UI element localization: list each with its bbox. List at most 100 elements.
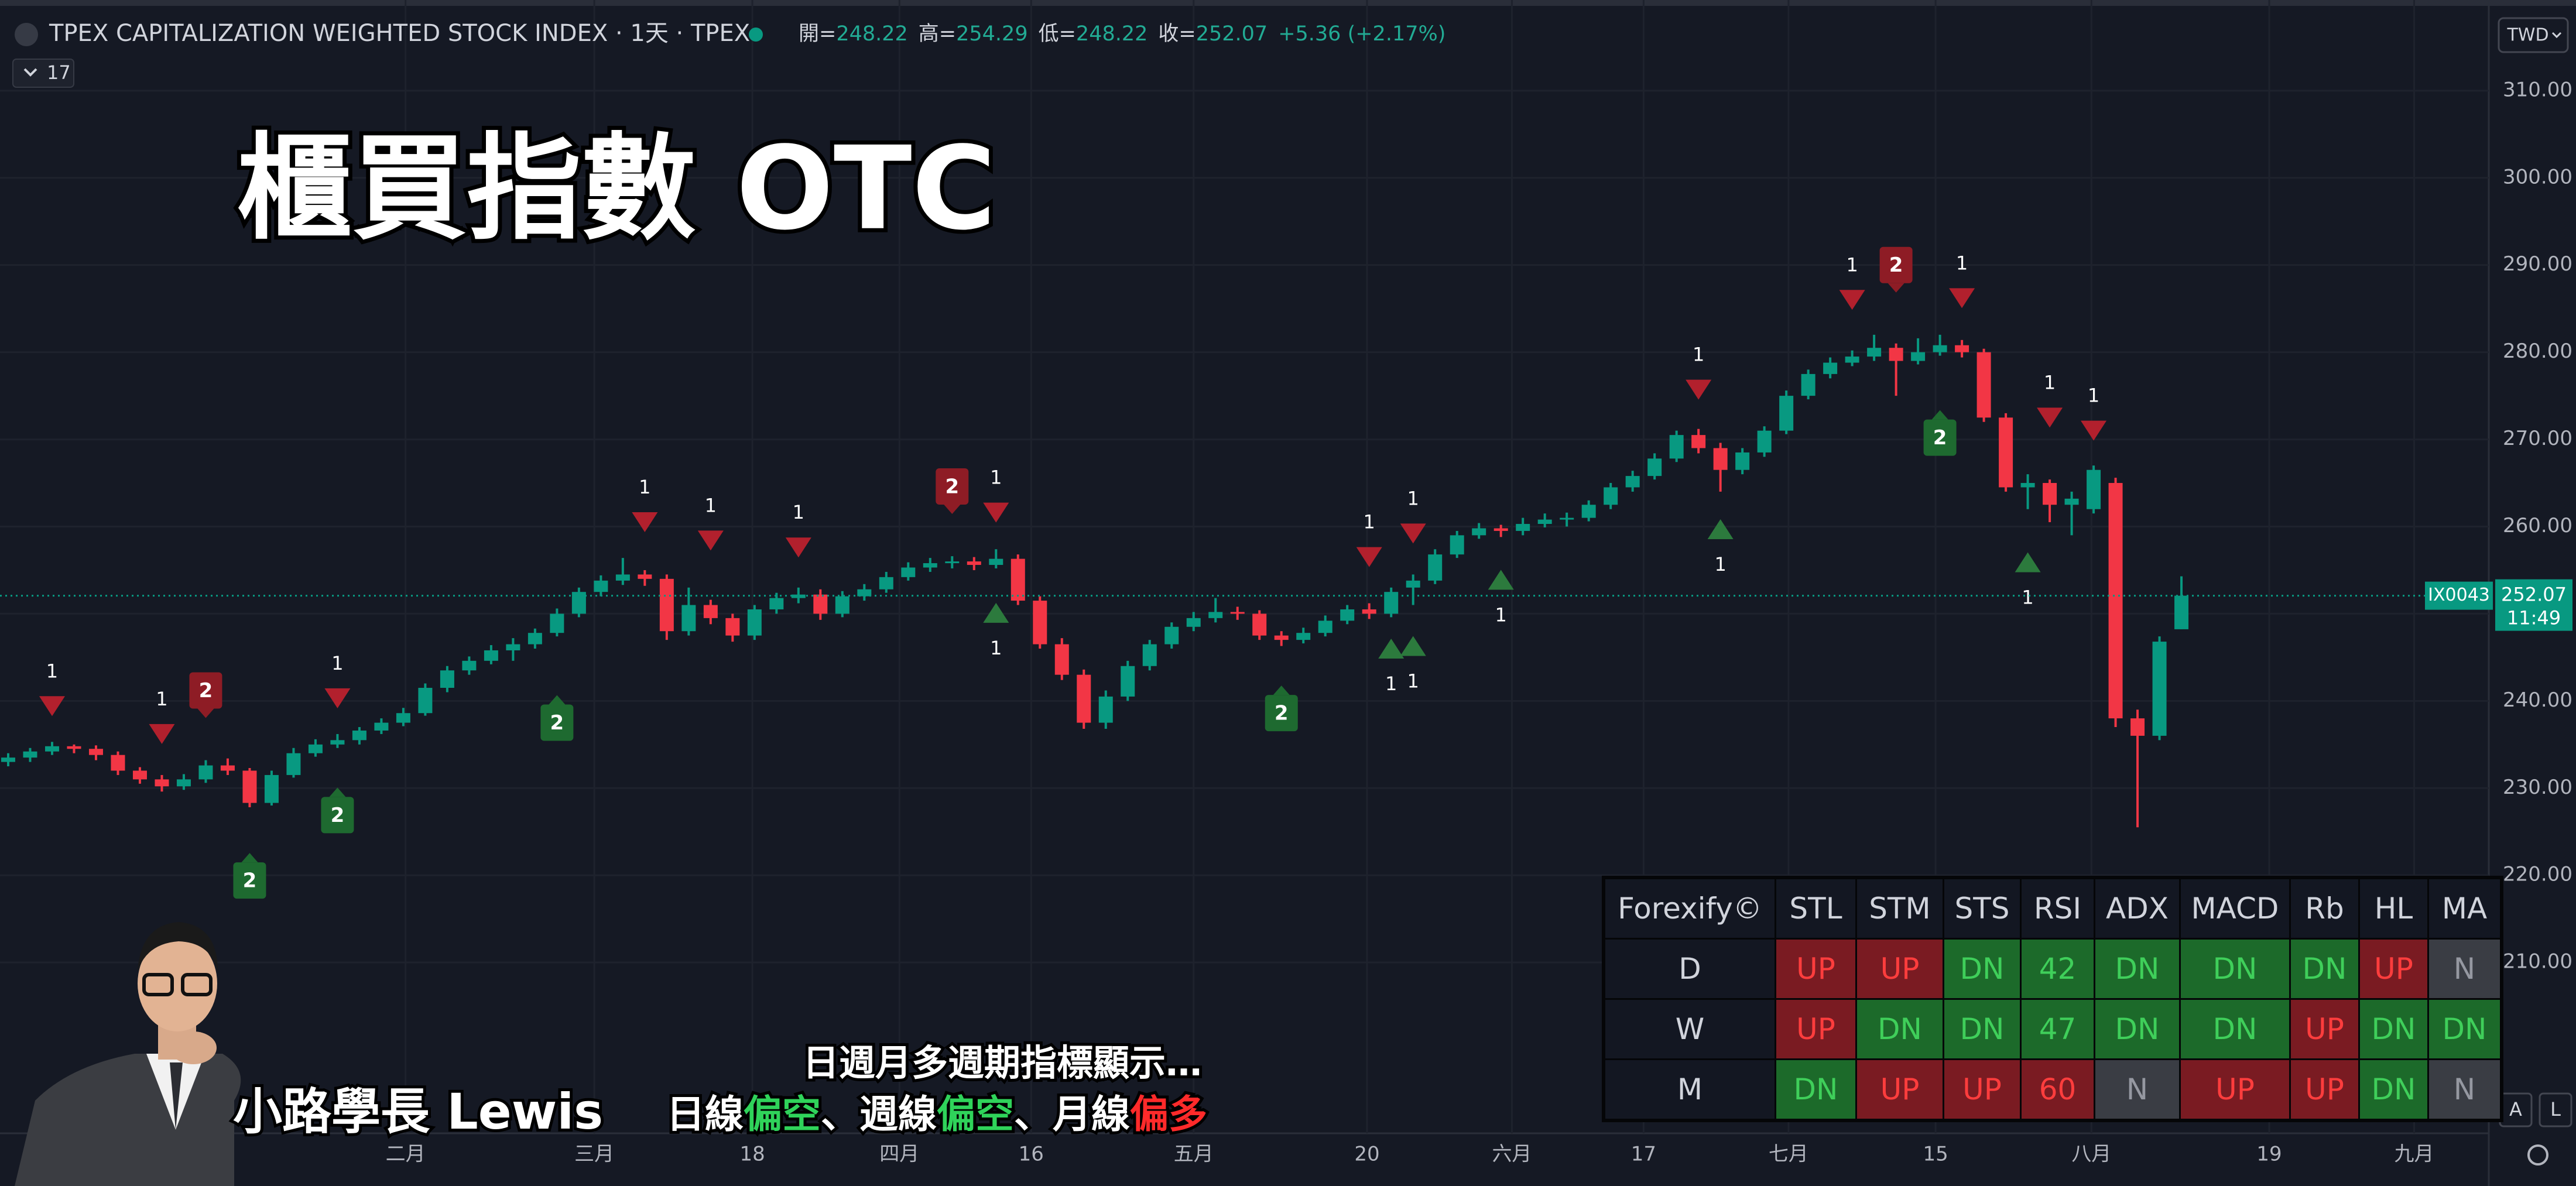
candle-body (1318, 621, 1332, 633)
signal-arrow (785, 537, 811, 558)
row-label: M (1602, 1058, 1776, 1122)
status-cell: UP (1855, 938, 1944, 1000)
candle-body (791, 594, 806, 598)
candle-body (2064, 498, 2079, 505)
status-cell: DN (2289, 938, 2360, 1000)
signal: 1 (983, 467, 1009, 523)
candle-body (1428, 554, 1443, 581)
signal: 2 (321, 787, 354, 834)
signal-box (1265, 695, 1298, 732)
signal-box (540, 704, 574, 741)
x-tick-label: 九月 (2395, 1143, 2434, 1166)
caption-line-1: 日週月多週期指標顯示… (803, 1041, 1202, 1084)
signal: 1 (1707, 519, 1734, 575)
status-cell: DN (2427, 998, 2503, 1060)
table-row: W UP DN DN 47 DN DN UP DN DN (1602, 998, 2503, 1060)
candle-body (1801, 373, 1815, 396)
candle-body (1164, 626, 1179, 645)
candle-body (1230, 612, 1245, 614)
candle-body (901, 567, 916, 577)
status-cell: UP (1775, 938, 1857, 1000)
scale-button-label: L (2550, 1098, 2561, 1120)
y-tick-label: 230.00 (2503, 776, 2572, 799)
signal-box (936, 468, 969, 505)
candle-body (1472, 528, 1486, 536)
candle-body (659, 578, 674, 632)
signal-pointer (549, 695, 566, 705)
signal: 1 (1488, 570, 1514, 626)
ohlc-value: 248.22 (1076, 22, 1147, 46)
currency-button[interactable] (2498, 17, 2569, 53)
candle-body (835, 596, 849, 614)
signal: 1 (2037, 371, 2063, 428)
status-cell: UP (2289, 998, 2360, 1060)
settings-icon[interactable] (2527, 1144, 2548, 1166)
candle-body (67, 746, 81, 749)
currency-chevron (2551, 32, 2562, 39)
candle-body (615, 574, 630, 581)
signal-arrow (1686, 379, 1712, 400)
signal-label: 1 (1407, 670, 1419, 693)
signal-arrow (1400, 636, 1426, 656)
candle-body (1516, 524, 1530, 531)
signal-label: 1 (793, 501, 804, 523)
candle-body (484, 650, 498, 661)
candle-body (1647, 458, 1662, 477)
signal-label: 1 (705, 494, 717, 516)
status-cell: UP (1775, 998, 1857, 1060)
status-cell: N (2427, 938, 2503, 1000)
x-tick-label: 六月 (1492, 1143, 1532, 1166)
status-cell: DN (1943, 998, 2022, 1060)
signal-label: 2 (243, 869, 257, 893)
x-tick-label: 八月 (2071, 1143, 2111, 1166)
column-header: STM (1855, 876, 1944, 940)
status-cell: N (2427, 1058, 2503, 1122)
candle-body (1296, 633, 1311, 640)
status-cell: UP (1855, 1058, 1944, 1122)
signal: 2 (1879, 246, 1913, 293)
signal: 1 (2015, 552, 2041, 609)
status-cell: UP (1943, 1058, 2022, 1122)
symbol-icon (15, 23, 38, 46)
signal-arrow (632, 512, 658, 533)
candle-body (1867, 348, 1882, 357)
indicator-toggle[interactable] (12, 59, 74, 88)
candle-body (1889, 348, 1903, 361)
signal: 2 (1923, 410, 1957, 456)
overlay-title: 櫃買指數 OTC (237, 122, 996, 256)
caption-segment: 偏空 (744, 1092, 821, 1137)
currency: TWD (2506, 25, 2548, 46)
candle-body (923, 563, 937, 568)
signal-label: 1 (2022, 587, 2033, 609)
candle-body (286, 753, 301, 775)
presenter-photo (15, 922, 241, 1186)
candle-body (1779, 396, 1794, 431)
signal: 1 (324, 652, 351, 708)
x-tick-label: 七月 (1769, 1143, 1808, 1166)
status-cell: 60 (2020, 1058, 2095, 1122)
signal: 2 (936, 468, 969, 514)
signal-arrow (1949, 288, 1975, 309)
candle-body (44, 746, 59, 752)
y-tick-label: 290.00 (2503, 252, 2572, 276)
caption-segment: 、週線 (821, 1092, 937, 1137)
candle-body (1691, 435, 1706, 448)
candle-body (1340, 609, 1355, 621)
signal-label: 1 (1693, 344, 1704, 366)
signal-box (233, 862, 266, 899)
table-row: D UP UP DN 42 DN DN DN UP N (1602, 938, 2503, 1000)
status-cell: DN (1855, 998, 1944, 1060)
signal: 2 (540, 695, 574, 741)
candle-body (571, 592, 586, 614)
candle-body (1537, 519, 1552, 525)
scale-button[interactable] (2539, 1092, 2572, 1127)
signal: 1 (1356, 511, 1382, 567)
candle-body (264, 774, 279, 803)
status-dot (749, 28, 763, 42)
candle-body (220, 765, 235, 771)
ohlc-value: 252.07 (1196, 22, 1268, 46)
signal: 1 (1949, 252, 1975, 309)
candle-body (681, 605, 696, 632)
signal-pointer (241, 853, 258, 863)
candle-body (1735, 452, 1750, 470)
